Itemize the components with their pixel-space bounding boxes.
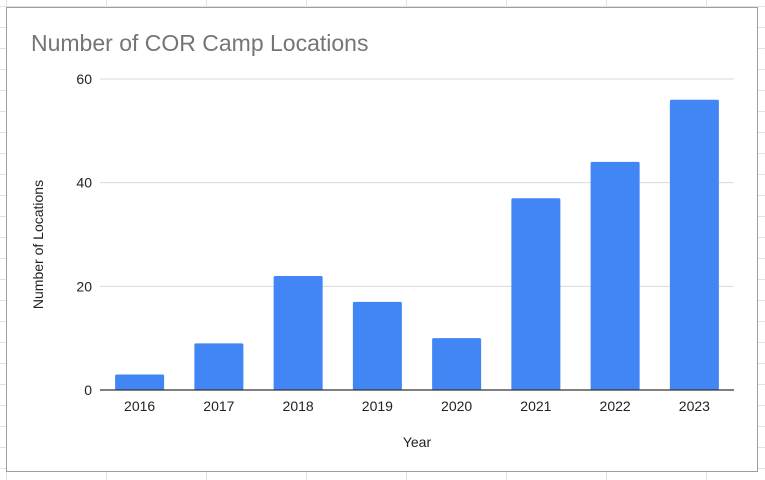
chart-container[interactable]: Number of COR Camp Locations 0 20 40 60 201… — [6, 7, 758, 472]
bar-2019[interactable] — [352, 301, 402, 390]
x-tick-label: 2017 — [203, 398, 234, 414]
bars — [115, 99, 719, 390]
bar-2017[interactable] — [194, 343, 244, 390]
bar-2021[interactable] — [511, 198, 561, 390]
x-tick-label: 2019 — [362, 398, 393, 414]
bar-2016[interactable] — [115, 374, 165, 390]
bar-2023[interactable] — [669, 99, 719, 390]
y-axis-label: Number of Locations — [30, 180, 46, 309]
x-tick-label: 2021 — [520, 398, 551, 414]
bar-2020[interactable] — [432, 338, 482, 390]
x-tick-label: 2023 — [679, 398, 710, 414]
x-tick-labels: 2016 2017 2018 2019 2020 2021 2022 2023 — [124, 398, 710, 414]
bar-2022[interactable] — [590, 161, 640, 390]
y-tick-labels: 0 20 40 60 — [76, 71, 92, 398]
x-tick-label: 2016 — [124, 398, 155, 414]
x-axis-label: Year — [403, 434, 432, 450]
bar-2018[interactable] — [273, 275, 323, 390]
x-tick-label: 2020 — [441, 398, 472, 414]
chart-title: Number of COR Camp Locations — [31, 30, 369, 56]
y-tick-label: 60 — [76, 71, 92, 87]
y-tick-label: 0 — [84, 382, 92, 398]
x-tick-label: 2022 — [600, 398, 631, 414]
y-tick-label: 20 — [76, 278, 92, 294]
bar-chart-svg: 0 20 40 60 2016 2017 2018 2019 2020 2021 2022 2023… — [30, 71, 734, 450]
y-tick-label: 40 — [76, 175, 92, 191]
x-tick-label: 2018 — [283, 398, 314, 414]
